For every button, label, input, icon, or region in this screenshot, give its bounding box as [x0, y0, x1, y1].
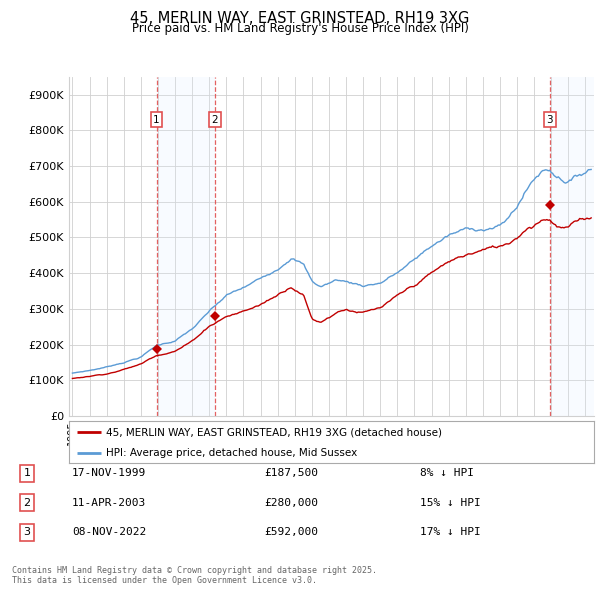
- Text: £280,000: £280,000: [264, 498, 318, 507]
- Text: £592,000: £592,000: [264, 527, 318, 537]
- Bar: [550, 77, 594, 416]
- Text: 1: 1: [153, 114, 160, 124]
- Text: 15% ↓ HPI: 15% ↓ HPI: [420, 498, 481, 507]
- Text: Price paid vs. HM Land Registry's House Price Index (HPI): Price paid vs. HM Land Registry's House …: [131, 22, 469, 35]
- Text: 08-NOV-2022: 08-NOV-2022: [72, 527, 146, 537]
- Text: 45, MERLIN WAY, EAST GRINSTEAD, RH19 3XG (detached house): 45, MERLIN WAY, EAST GRINSTEAD, RH19 3XG…: [106, 427, 442, 437]
- Text: 2: 2: [212, 114, 218, 124]
- Bar: [157, 77, 215, 416]
- Text: 45, MERLIN WAY, EAST GRINSTEAD, RH19 3XG: 45, MERLIN WAY, EAST GRINSTEAD, RH19 3XG: [130, 11, 470, 25]
- Text: 3: 3: [547, 114, 553, 124]
- Text: 8% ↓ HPI: 8% ↓ HPI: [420, 468, 474, 478]
- Text: Contains HM Land Registry data © Crown copyright and database right 2025.
This d: Contains HM Land Registry data © Crown c…: [12, 566, 377, 585]
- Text: 17% ↓ HPI: 17% ↓ HPI: [420, 527, 481, 537]
- Text: 17-NOV-1999: 17-NOV-1999: [72, 468, 146, 478]
- Text: HPI: Average price, detached house, Mid Sussex: HPI: Average price, detached house, Mid …: [106, 448, 357, 457]
- Text: 3: 3: [23, 527, 31, 537]
- Text: 1: 1: [23, 468, 31, 478]
- Text: 11-APR-2003: 11-APR-2003: [72, 498, 146, 507]
- Text: £187,500: £187,500: [264, 468, 318, 478]
- Text: 2: 2: [23, 498, 31, 507]
